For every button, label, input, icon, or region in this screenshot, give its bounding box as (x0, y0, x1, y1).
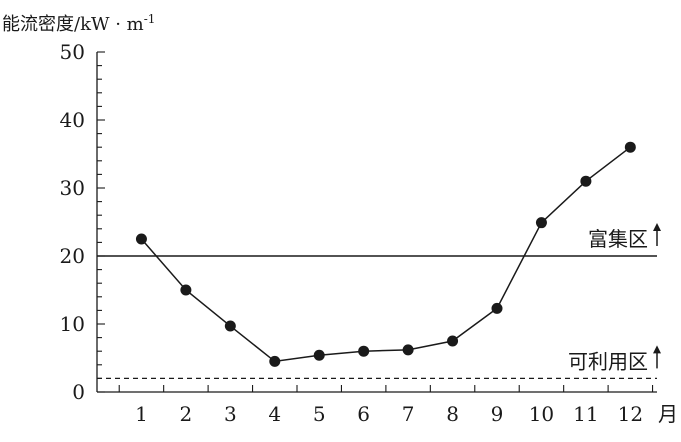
y-axis-label-text: 能流密度/kW · m (2, 14, 144, 35)
y-tick-label: 10 (60, 312, 85, 336)
y-axis-label-superscript: -1 (144, 12, 156, 26)
data-point (313, 349, 325, 361)
data-point (135, 233, 147, 245)
y-tick-label: 30 (60, 176, 85, 200)
y-ticks: 0 10 20 30 40 50 (60, 40, 105, 404)
data-point (358, 345, 370, 357)
usable-zone-label: 可利用区 (568, 349, 648, 373)
y-tick-label: 50 (60, 40, 85, 64)
x-tick-label: 7 (402, 402, 415, 426)
data-point (447, 335, 459, 347)
data-point (580, 175, 592, 187)
x-axis-unit-label: 月 (658, 402, 678, 426)
x-tick-label: 12 (618, 402, 643, 426)
data-point (491, 302, 503, 314)
x-tick-label: 2 (180, 402, 193, 426)
x-tick-label: 1 (135, 402, 148, 426)
data-point (180, 284, 192, 296)
x-ticks: 1 2 3 4 5 6 7 8 9 10 11 12 月 (118, 385, 678, 426)
x-tick-label: 6 (357, 402, 370, 426)
x-tick-label: 11 (573, 402, 598, 426)
arrow-up-icon (653, 223, 661, 231)
data-point (224, 320, 236, 332)
x-tick-label: 3 (224, 402, 237, 426)
data-point (535, 217, 547, 229)
x-tick-label: 10 (529, 402, 554, 426)
x-tick-label: 8 (446, 402, 459, 426)
data-point (624, 141, 636, 153)
y-tick-label: 20 (60, 244, 85, 268)
x-tick-label: 9 (491, 402, 504, 426)
rich-zone-label: 富集区 (588, 227, 648, 251)
x-tick-label: 4 (268, 402, 281, 426)
y-tick-label: 40 (60, 108, 85, 132)
series (135, 141, 636, 367)
y-axis-label: 能流密度/kW · m-1 (2, 12, 155, 35)
data-point (269, 355, 281, 367)
series-line (140, 146, 631, 363)
y-tick-label: 0 (72, 380, 85, 404)
x-tick-label: 5 (313, 402, 326, 426)
data-point (402, 344, 414, 356)
arrow-up-icon (653, 345, 661, 354)
axes (96, 52, 657, 393)
